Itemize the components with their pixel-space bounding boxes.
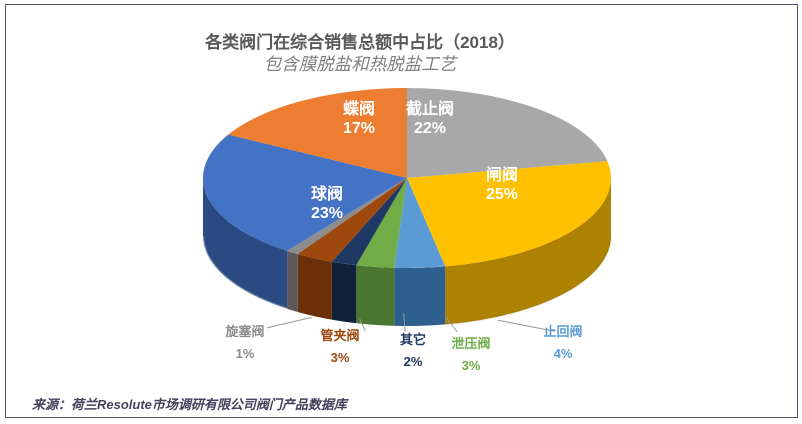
svg-text:球阀: 球阀 xyxy=(311,184,343,203)
svg-text:管夹阀: 管夹阀 xyxy=(320,328,359,343)
svg-text:止回阀: 止回阀 xyxy=(543,324,582,339)
svg-text:23%: 23% xyxy=(311,205,343,222)
svg-text:2%: 2% xyxy=(404,354,423,369)
svg-text:蝶阀: 蝶阀 xyxy=(343,99,375,118)
svg-text:4%: 4% xyxy=(554,346,573,361)
svg-text:泄压阀: 泄压阀 xyxy=(451,336,490,351)
svg-text:17%: 17% xyxy=(343,120,375,137)
svg-text:其它: 其它 xyxy=(400,332,426,347)
svg-text:22%: 22% xyxy=(414,120,446,137)
svg-text:3%: 3% xyxy=(462,358,481,373)
svg-text:截止阀: 截止阀 xyxy=(406,99,454,118)
svg-text:1%: 1% xyxy=(236,346,255,361)
svg-text:3%: 3% xyxy=(331,350,350,365)
svg-text:闸阀: 闸阀 xyxy=(486,165,518,184)
svg-text:旋塞阀: 旋塞阀 xyxy=(224,324,264,339)
svg-text:25%: 25% xyxy=(486,186,518,203)
